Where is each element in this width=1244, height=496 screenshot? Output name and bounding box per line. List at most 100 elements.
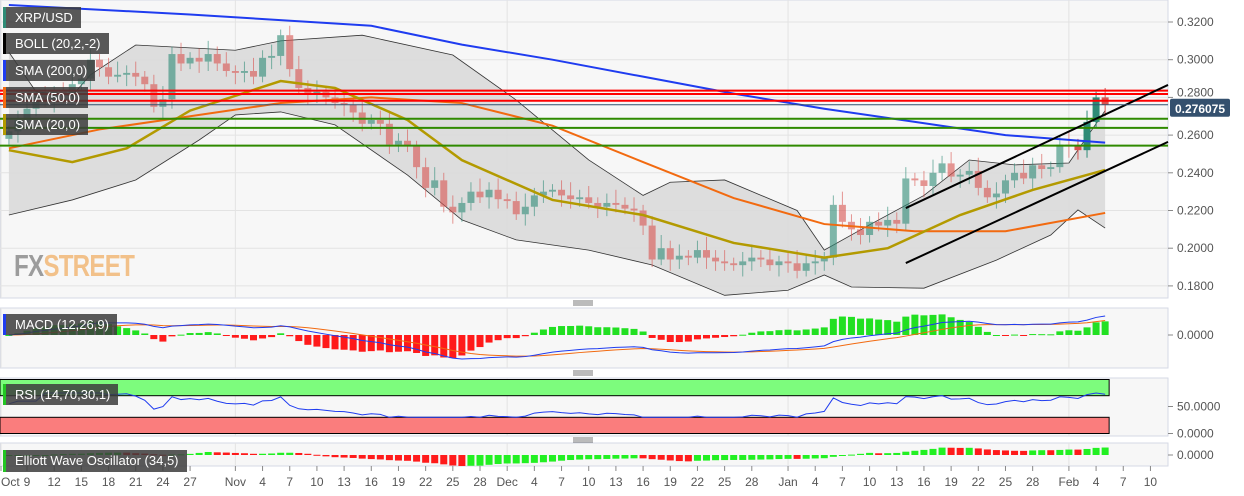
macd-histogram-bar bbox=[666, 335, 674, 343]
macd-histogram-bar bbox=[1092, 322, 1100, 335]
bearish-candle bbox=[703, 236, 710, 269]
x-tick-label: 4 bbox=[259, 475, 266, 489]
bullish-candle bbox=[1056, 135, 1064, 173]
ewo-bar bbox=[802, 455, 810, 459]
ewo-bar bbox=[322, 455, 330, 457]
x-tick-label: 4 bbox=[531, 475, 538, 489]
bearish-candle bbox=[947, 152, 955, 183]
macd-histogram-bar bbox=[530, 332, 538, 335]
ewo-bar bbox=[974, 448, 982, 455]
macd-histogram-bar bbox=[648, 335, 656, 338]
ewo-bar bbox=[639, 455, 647, 459]
macd-histogram-bar bbox=[286, 335, 294, 337]
x-tick-label: 22 bbox=[691, 475, 705, 489]
y-tick-label: 0.3200 bbox=[1177, 15, 1214, 29]
candle-body bbox=[539, 191, 547, 196]
ewo-bar bbox=[222, 452, 230, 455]
ewo-bar bbox=[684, 455, 692, 462]
x-tick-label: 7 bbox=[286, 475, 293, 489]
bullish-candle bbox=[186, 52, 194, 70]
bearish-candle bbox=[648, 216, 656, 268]
legend-rsi[interactable]: RSI (14,70,30,1) bbox=[3, 384, 119, 405]
bearish-candle bbox=[1074, 138, 1082, 160]
y-tick-label: 0.2800 bbox=[1177, 85, 1214, 99]
candle-body bbox=[95, 59, 103, 68]
bullish-candle bbox=[268, 44, 276, 70]
macd-histogram-bar bbox=[240, 335, 248, 339]
macd-histogram-bar bbox=[449, 335, 457, 359]
bearish-candle bbox=[911, 172, 919, 186]
candle-body bbox=[168, 54, 176, 100]
candle-body bbox=[295, 69, 303, 88]
x-tick-label: 19 bbox=[944, 475, 958, 489]
candle-body bbox=[313, 91, 321, 94]
macd-histogram-bar bbox=[358, 335, 366, 352]
ewo-bar bbox=[485, 455, 493, 465]
bullish-candle bbox=[277, 29, 285, 66]
ewo-bar bbox=[440, 455, 448, 465]
x-tick-label: 12 bbox=[48, 475, 62, 489]
ewo-bar bbox=[1056, 449, 1064, 455]
legend-ewo[interactable]: Elliott Wave Oscillator (34,5) bbox=[3, 450, 187, 472]
macd-histogram-bar bbox=[884, 320, 892, 335]
legend-macd[interactable]: MACD (12,26,9) bbox=[3, 314, 117, 335]
macd-histogram-bar bbox=[567, 325, 575, 335]
bearish-candle bbox=[195, 48, 203, 73]
macd-histogram-bar bbox=[141, 333, 149, 335]
sma20-line bbox=[8, 79, 1106, 259]
macd-histogram-bar bbox=[603, 327, 611, 335]
bullish-candle bbox=[1092, 91, 1100, 128]
candle-body bbox=[757, 257, 765, 260]
macd-signal-line bbox=[8, 320, 1106, 357]
legend-sma20[interactable]: SMA (20,0) bbox=[3, 114, 89, 135]
macd-histogram-bar bbox=[639, 331, 647, 335]
candle-body bbox=[947, 163, 955, 177]
macd-histogram-bar bbox=[485, 335, 493, 343]
candle-body bbox=[657, 248, 665, 260]
ewo-bar bbox=[829, 455, 837, 457]
ewo-bar bbox=[1011, 450, 1019, 455]
ewo-bar bbox=[494, 455, 502, 465]
macd-tick-label: 0.0000 bbox=[1177, 328, 1214, 342]
legend-boll[interactable]: BOLL (20,2,-2) bbox=[3, 33, 109, 54]
bullish-candle bbox=[367, 114, 375, 130]
macd-histogram-bar bbox=[431, 335, 439, 356]
ewo-bar bbox=[548, 455, 556, 462]
bullish-candle bbox=[458, 197, 466, 222]
candle-body bbox=[992, 193, 1000, 198]
legend-sma50[interactable]: SMA (50,0) bbox=[3, 87, 89, 108]
bullish-candle bbox=[1047, 161, 1055, 177]
macd-histogram-bar bbox=[250, 335, 257, 341]
ewo-bar bbox=[512, 455, 520, 464]
x-tick-label: 24 bbox=[156, 475, 170, 489]
x-tick-label: 7 bbox=[839, 475, 846, 489]
bearish-candle bbox=[95, 54, 103, 77]
y-tick-label: 0.2200 bbox=[1177, 204, 1214, 218]
bearish-candle bbox=[413, 140, 421, 179]
ewo-bar bbox=[1083, 448, 1091, 455]
macd-histogram-bar bbox=[947, 317, 955, 335]
macd-histogram-bar bbox=[866, 318, 874, 335]
candle-body bbox=[739, 261, 747, 266]
macd-histogram-bar bbox=[1038, 334, 1046, 336]
bearish-candle bbox=[730, 257, 738, 271]
candle-body bbox=[648, 225, 656, 260]
bearish-candle bbox=[920, 170, 928, 198]
legend-symbol[interactable]: XRP/USD bbox=[3, 7, 81, 28]
bearish-candle bbox=[512, 191, 520, 220]
ewo-bar bbox=[1020, 450, 1028, 455]
bearish-candle bbox=[376, 110, 384, 136]
fxstreet-logo: FXSTREET bbox=[14, 248, 135, 283]
macd-histogram-bar bbox=[657, 335, 665, 340]
macd-histogram-bar bbox=[612, 327, 620, 335]
candle-body bbox=[177, 54, 185, 64]
ewo-bar bbox=[893, 452, 901, 455]
x-tick-label: 10 bbox=[310, 475, 324, 489]
legend-sma200[interactable]: SMA (200,0) bbox=[3, 60, 96, 81]
bearish-candle bbox=[1038, 153, 1046, 179]
macd-histogram-bar bbox=[322, 335, 330, 349]
ewo-bar bbox=[621, 455, 629, 459]
x-tick-label: 28 bbox=[745, 475, 759, 489]
macd-histogram-bar bbox=[1074, 330, 1082, 335]
